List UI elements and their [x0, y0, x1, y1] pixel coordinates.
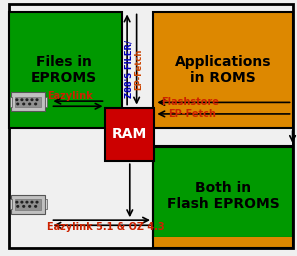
Text: Z88'S FILER/: Z88'S FILER/	[125, 40, 134, 98]
Text: Files in
EPROMS: Files in EPROMS	[31, 55, 97, 86]
Circle shape	[26, 99, 28, 101]
Circle shape	[35, 206, 37, 207]
FancyBboxPatch shape	[11, 92, 45, 111]
Text: Eazylink: Eazylink	[47, 91, 93, 101]
Circle shape	[31, 201, 33, 203]
Circle shape	[21, 201, 23, 203]
FancyBboxPatch shape	[10, 97, 12, 106]
FancyBboxPatch shape	[45, 97, 47, 106]
Text: Eazylink 5.1 & OZ 4.3: Eazylink 5.1 & OZ 4.3	[47, 221, 164, 232]
FancyBboxPatch shape	[153, 147, 293, 238]
Circle shape	[31, 99, 33, 101]
Circle shape	[29, 206, 31, 207]
Circle shape	[35, 103, 37, 105]
FancyBboxPatch shape	[153, 12, 293, 128]
Circle shape	[29, 103, 31, 105]
FancyBboxPatch shape	[9, 4, 293, 248]
FancyBboxPatch shape	[15, 97, 41, 107]
Text: Both in
Flash EPROMS: Both in Flash EPROMS	[167, 181, 280, 211]
Circle shape	[23, 206, 25, 207]
Circle shape	[36, 99, 38, 101]
FancyBboxPatch shape	[9, 12, 122, 128]
FancyBboxPatch shape	[153, 237, 293, 248]
FancyBboxPatch shape	[105, 108, 154, 161]
Circle shape	[26, 201, 28, 203]
Text: Applications
in ROMS: Applications in ROMS	[175, 55, 271, 86]
Circle shape	[16, 201, 18, 203]
FancyBboxPatch shape	[11, 195, 45, 214]
Text: Flashstore: Flashstore	[161, 97, 219, 108]
Text: RAM: RAM	[112, 127, 147, 141]
FancyBboxPatch shape	[15, 199, 41, 209]
FancyBboxPatch shape	[45, 199, 47, 209]
Circle shape	[17, 103, 19, 105]
Circle shape	[21, 99, 23, 101]
FancyBboxPatch shape	[10, 199, 12, 209]
Circle shape	[23, 103, 25, 105]
Circle shape	[16, 99, 18, 101]
Text: EP-Fetch: EP-Fetch	[134, 48, 143, 90]
Circle shape	[17, 206, 19, 207]
Text: EP-Fetch: EP-Fetch	[168, 109, 216, 119]
Circle shape	[36, 201, 38, 203]
